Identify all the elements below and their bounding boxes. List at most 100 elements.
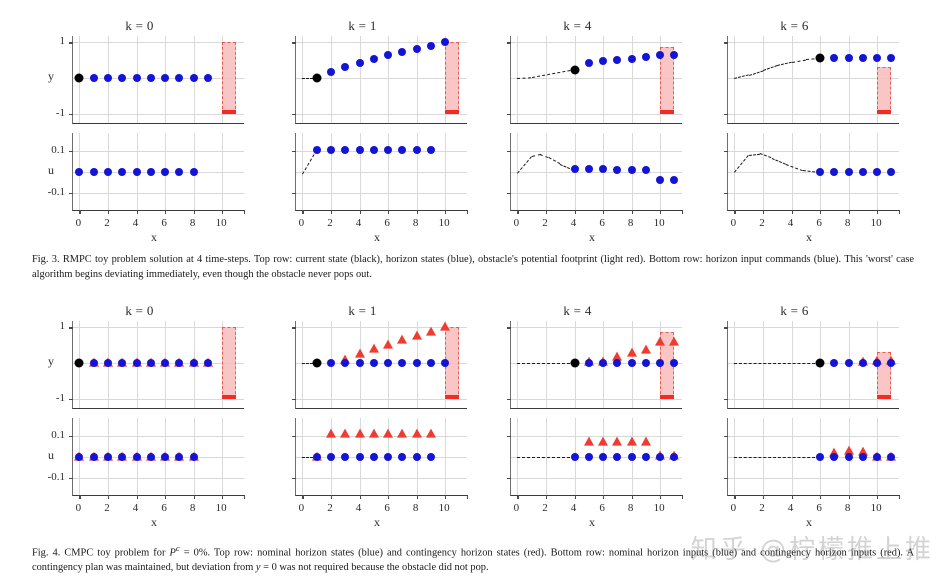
xtick-bot <box>302 210 304 214</box>
contingency-state-marker <box>626 347 637 357</box>
xtick-bot <box>848 495 850 499</box>
contingency-input-marker <box>583 436 594 446</box>
panel-title-0: k = 0 <box>125 18 154 33</box>
axes-state-2 <box>507 321 682 409</box>
horizon-input-marker <box>412 145 421 154</box>
xtick-label-3: 6 <box>599 502 605 514</box>
obstacle-footprint-0 <box>222 327 237 399</box>
axes-input-1 <box>292 418 469 499</box>
horizon-input-marker <box>426 453 435 461</box>
horizon-state-marker <box>146 359 155 368</box>
xtick-bot <box>359 210 361 214</box>
panel-title-2: k = 4 <box>563 18 592 33</box>
horizon-input-marker <box>146 168 155 176</box>
xtick-bot <box>359 495 361 499</box>
xtick-label-0: 0 <box>298 502 305 514</box>
horizon-input-marker <box>670 176 679 184</box>
panel-fig3-2: k = 4 0 2 4 6 8 10 x <box>470 18 685 244</box>
gridline-y-bot <box>73 150 244 152</box>
current-state-marker <box>815 53 825 63</box>
contingency-state-marker <box>411 330 422 340</box>
contingency-input-marker <box>829 447 840 457</box>
horizon-input-marker <box>132 453 141 461</box>
horizon-input-marker <box>369 145 378 154</box>
horizon-state-marker <box>887 359 896 368</box>
ytick-bot <box>292 193 296 195</box>
xtick-bot <box>107 495 110 499</box>
current-state-marker <box>74 73 84 83</box>
xtick-bot <box>603 210 605 214</box>
xtick-bot <box>820 495 822 499</box>
horizon-state-marker <box>161 359 170 368</box>
xtick-label-3: 6 <box>161 217 167 229</box>
gridline-y-top <box>511 113 682 115</box>
gridline-y-top <box>728 42 899 44</box>
horizon-input-marker <box>175 168 184 176</box>
xtick-bot <box>603 495 605 499</box>
gridline-y-top <box>73 113 244 115</box>
ytick-label-bot-1: -0.1 <box>47 186 65 199</box>
horizon-input-marker <box>599 453 608 461</box>
horizon-input-marker <box>641 165 650 174</box>
xtick-bot <box>660 495 662 499</box>
ytick-top <box>292 398 296 401</box>
gridline-x-top <box>848 36 850 123</box>
contingency-input-marker <box>612 436 623 446</box>
axes-state-1 <box>292 36 467 124</box>
horizon-input-marker <box>887 168 896 176</box>
figure-3-panel-row: k = 0 1 -1 0.1 -0.1 0 2 4 6 8 10 x y u k = 1 0 2 4 6 8 10 x k … <box>0 18 946 244</box>
xtick-label-4: 8 <box>627 502 634 514</box>
ytick-bot <box>724 150 728 153</box>
horizon-state-marker <box>175 74 184 83</box>
horizon-state-marker <box>627 359 636 368</box>
xtick-bot <box>631 495 633 499</box>
horizon-state-marker <box>599 57 608 66</box>
gridline-x-bot <box>416 133 418 210</box>
xtick-bot <box>848 210 850 214</box>
xtick-bot <box>631 210 633 214</box>
state-history-line <box>302 78 317 80</box>
xtick-label-2: 4 <box>570 502 577 514</box>
horizon-input-marker <box>398 145 407 154</box>
xtick-label-4: 8 <box>189 502 196 514</box>
horizon-state-marker <box>132 74 141 83</box>
horizon-input-marker <box>355 453 364 461</box>
horizon-input-marker <box>844 453 853 461</box>
ytick-bot <box>69 435 73 438</box>
horizon-input-marker <box>830 168 839 176</box>
horizon-input-marker <box>384 453 393 461</box>
gridline-x-top <box>734 36 736 123</box>
state-history-line <box>762 64 778 71</box>
xtick-bot <box>165 210 167 214</box>
xtick-bot <box>791 210 793 214</box>
gridline-x-top <box>820 36 822 123</box>
axes-state-3 <box>724 321 899 409</box>
horizon-input-marker <box>584 165 593 174</box>
gridline-x-bot <box>330 133 332 210</box>
horizon-state-marker <box>89 359 98 368</box>
gridline-y-top <box>296 398 467 400</box>
ytick-bot <box>69 193 73 195</box>
xtick-label-5: 10 <box>870 502 882 514</box>
xtick-bot-end <box>244 210 246 214</box>
contingency-input-marker <box>598 436 609 446</box>
horizon-state-marker <box>656 359 665 368</box>
gridline-y-bot <box>296 435 467 437</box>
horizon-state-marker <box>641 359 650 368</box>
ytick-top <box>724 42 728 44</box>
axes-input-3 <box>724 133 901 214</box>
gridline-y-bot <box>73 193 244 195</box>
input-history-line <box>734 154 750 173</box>
horizon-state-marker <box>613 56 622 65</box>
xtick-bot <box>762 210 765 214</box>
horizon-input-marker <box>858 168 867 176</box>
horizon-state-marker <box>326 359 335 368</box>
horizon-input-marker <box>175 453 184 461</box>
horizon-input-marker <box>670 453 679 461</box>
xtick-label-4: 8 <box>627 217 634 229</box>
contingency-input-marker <box>354 428 365 438</box>
xtick-label-4: 8 <box>412 217 419 229</box>
figure-4-panel-row: k = 0 1 -1 0.1 -0.1 0 2 4 6 8 10 x y u k = 1 0 2 4 6 8 10 x k … <box>0 303 946 529</box>
gridline-y-bot-zero <box>511 172 682 173</box>
xtick-label-4: 8 <box>844 217 851 229</box>
